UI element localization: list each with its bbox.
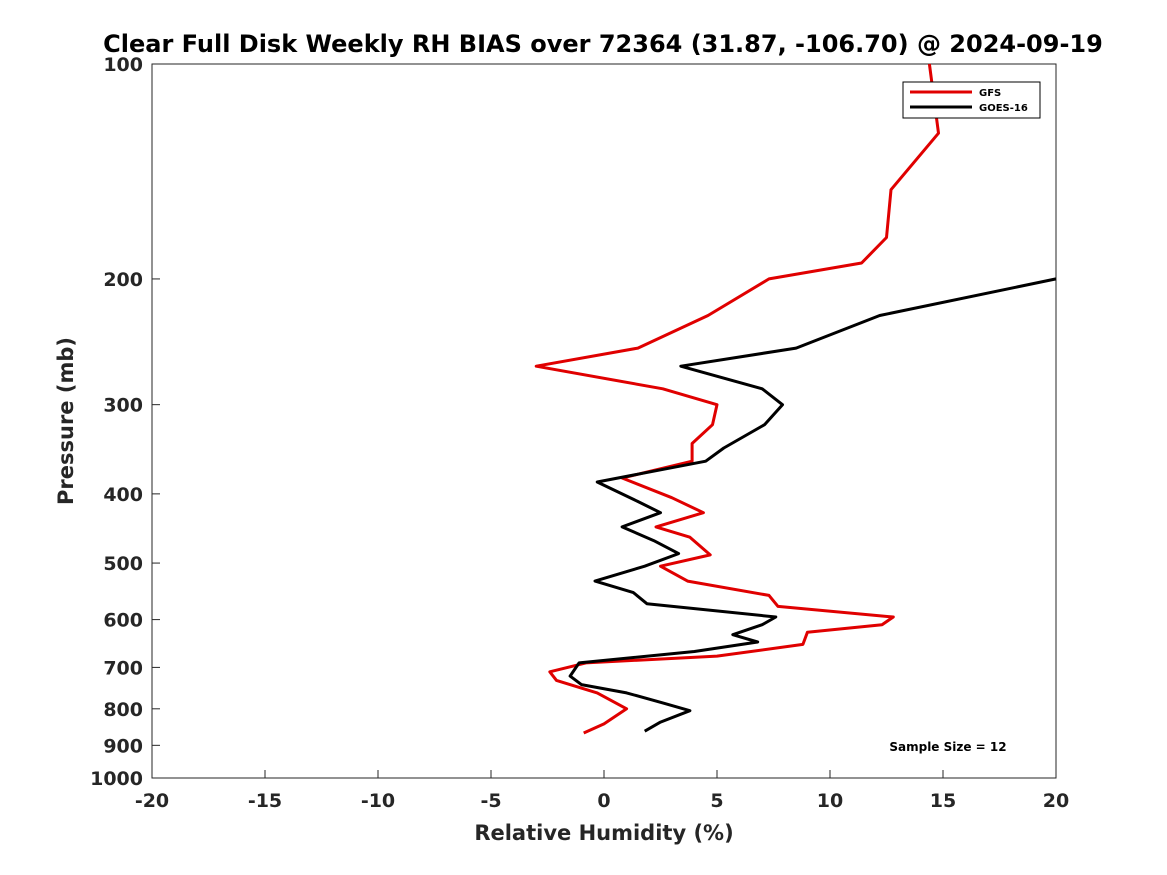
y-tick-label: 600: [103, 610, 143, 632]
x-tick-label: -5: [480, 790, 501, 812]
sample-size-annotation: Sample Size = 12: [889, 740, 1006, 754]
x-axis: -20 -15 -10 -5 0 5 10 15 20: [135, 770, 1069, 812]
series-layer: [534, 63, 1057, 735]
y-tick-label: 800: [103, 699, 143, 721]
x-tick-label: 0: [597, 790, 610, 812]
x-tick-label: -20: [135, 790, 169, 812]
y-tick-label: 900: [103, 735, 143, 757]
x-tick-label: -10: [361, 790, 395, 812]
legend-box: [902, 81, 1041, 119]
x-axis-label: Relative Humidity (%): [474, 821, 733, 845]
y-axis-label: Pressure (mb): [54, 337, 78, 505]
y-tick-label: 100: [103, 54, 143, 76]
plot-area: [151, 63, 1057, 779]
x-tick-label: 10: [817, 790, 843, 812]
chart-title: Clear Full Disk Weekly RH BIAS over 7236…: [103, 30, 1103, 58]
y-tick-label: 300: [103, 395, 143, 417]
y-tick-label: 400: [103, 484, 143, 506]
x-tick-label: -15: [248, 790, 282, 812]
y-tick-label: 1000: [90, 768, 143, 790]
legend-label-gfs: GFS: [979, 88, 1001, 99]
legend: GFS GOES-16: [902, 81, 1041, 119]
legend-label-goes16: GOES-16: [979, 103, 1028, 114]
y-tick-label: 700: [103, 657, 143, 679]
x-tick-label: 20: [1043, 790, 1069, 812]
x-tick-label: 5: [710, 790, 723, 812]
x-tick-label: 15: [930, 790, 956, 812]
y-axis: 100 200 300 400 500 600 700 800 900 1000: [90, 54, 160, 790]
series-line-goes16: [568, 277, 1057, 733]
y-tick-label: 500: [103, 553, 143, 575]
y-tick-label: 200: [103, 269, 143, 291]
